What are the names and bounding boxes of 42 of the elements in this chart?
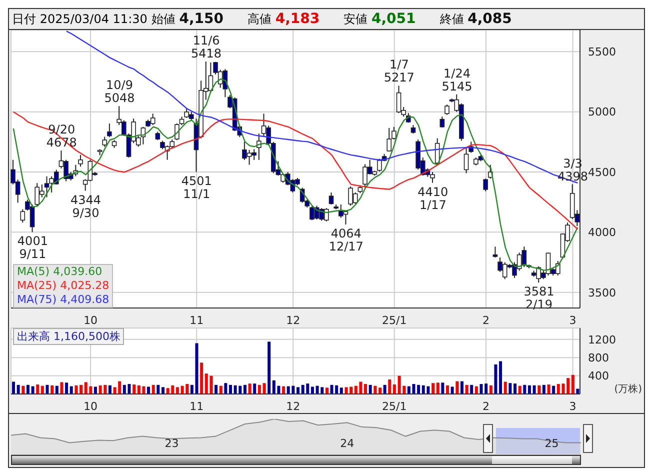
chart-title: 日付 2025/03/04 11:30 <box>12 12 148 26</box>
annotation: 4410 1/17 <box>418 184 448 212</box>
annotation: 11/6 5418 <box>191 34 222 61</box>
text: 安値 4,051 <box>344 11 416 27</box>
x-tick-label: 25/1 <box>382 314 407 327</box>
y-tick-label: 4500 <box>588 166 616 179</box>
y-tick-label: 4000 <box>588 226 616 240</box>
x-tick-label: 23 <box>164 437 179 450</box>
x-tick-label: 10 <box>84 400 98 413</box>
text: MA(5) 4,039.60 <box>17 265 104 279</box>
x-tick-label: 3 <box>569 400 576 413</box>
x-tick-label: 12 <box>286 400 300 413</box>
annotation: 4344 9/30 <box>70 192 102 220</box>
y-tick-label: 5500 <box>588 46 616 59</box>
annotation: 4064 12/17 <box>328 226 364 254</box>
y-tick-label: 800 <box>588 351 609 364</box>
annotation: 1/7 5217 <box>384 58 414 85</box>
text: 高値 4,183 <box>248 11 320 27</box>
text: MA(75) 4,409.68 <box>17 293 110 307</box>
y-tick-label: 5000 <box>588 106 616 119</box>
x-tick-label: 3 <box>569 314 576 327</box>
x-tick-label: 11 <box>190 400 204 413</box>
annotation: 1/24 5145 <box>442 66 472 94</box>
x-tick-label: 11 <box>190 314 204 327</box>
y-tick-label: 3500 <box>588 286 616 300</box>
x-tick-label: 10 <box>84 314 98 327</box>
x-tick-label: 12 <box>286 314 300 327</box>
annotation: 10/9 5048 <box>104 78 135 106</box>
y-axis-title: (万株) <box>614 383 642 395</box>
x-tick-label: 25/1 <box>382 400 407 413</box>
x-tick-label: 25 <box>544 437 559 450</box>
annotation: 4001 9/11 <box>17 234 48 262</box>
x-tick-label: 2 <box>482 314 490 327</box>
chart-title: 出来高 1,160,500株 <box>13 328 124 345</box>
text: 始値 4,150 <box>151 11 224 27</box>
x-tick-label: 24 <box>340 437 354 450</box>
text: MA(25) 4,025.28 <box>17 279 110 293</box>
y-tick-label: 400 <box>588 370 609 383</box>
annotation: 4501 11/1 <box>181 174 212 201</box>
x-tick-label: 2 <box>482 400 490 413</box>
y-tick-label: 1200 <box>588 333 616 346</box>
text: 終値 4,085 <box>440 11 512 27</box>
